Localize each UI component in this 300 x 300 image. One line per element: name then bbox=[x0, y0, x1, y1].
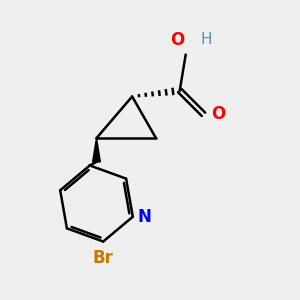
Text: O: O bbox=[211, 105, 225, 123]
Text: N: N bbox=[137, 208, 151, 226]
Text: O: O bbox=[170, 31, 184, 49]
Text: H: H bbox=[200, 32, 212, 47]
Polygon shape bbox=[93, 138, 101, 162]
Text: Br: Br bbox=[93, 249, 114, 267]
